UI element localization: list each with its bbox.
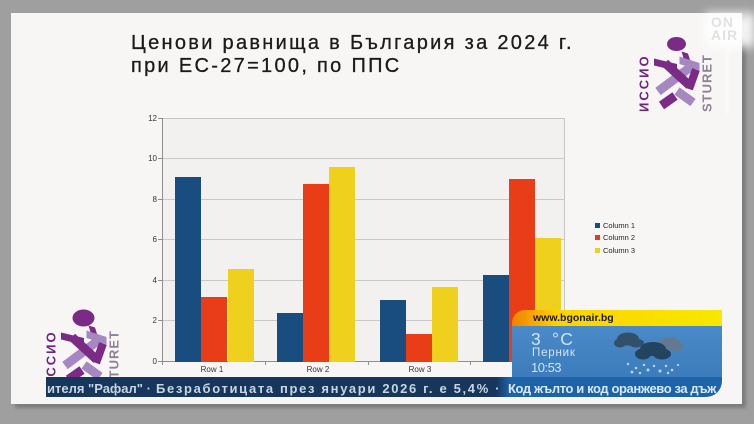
svg-text:STURET: STURET: [700, 54, 715, 112]
svg-text:ИССИО: ИССИО: [637, 54, 652, 112]
svg-text:STURET: STURET: [107, 330, 122, 388]
svg-text:ИССИО: ИССИО: [44, 330, 59, 388]
